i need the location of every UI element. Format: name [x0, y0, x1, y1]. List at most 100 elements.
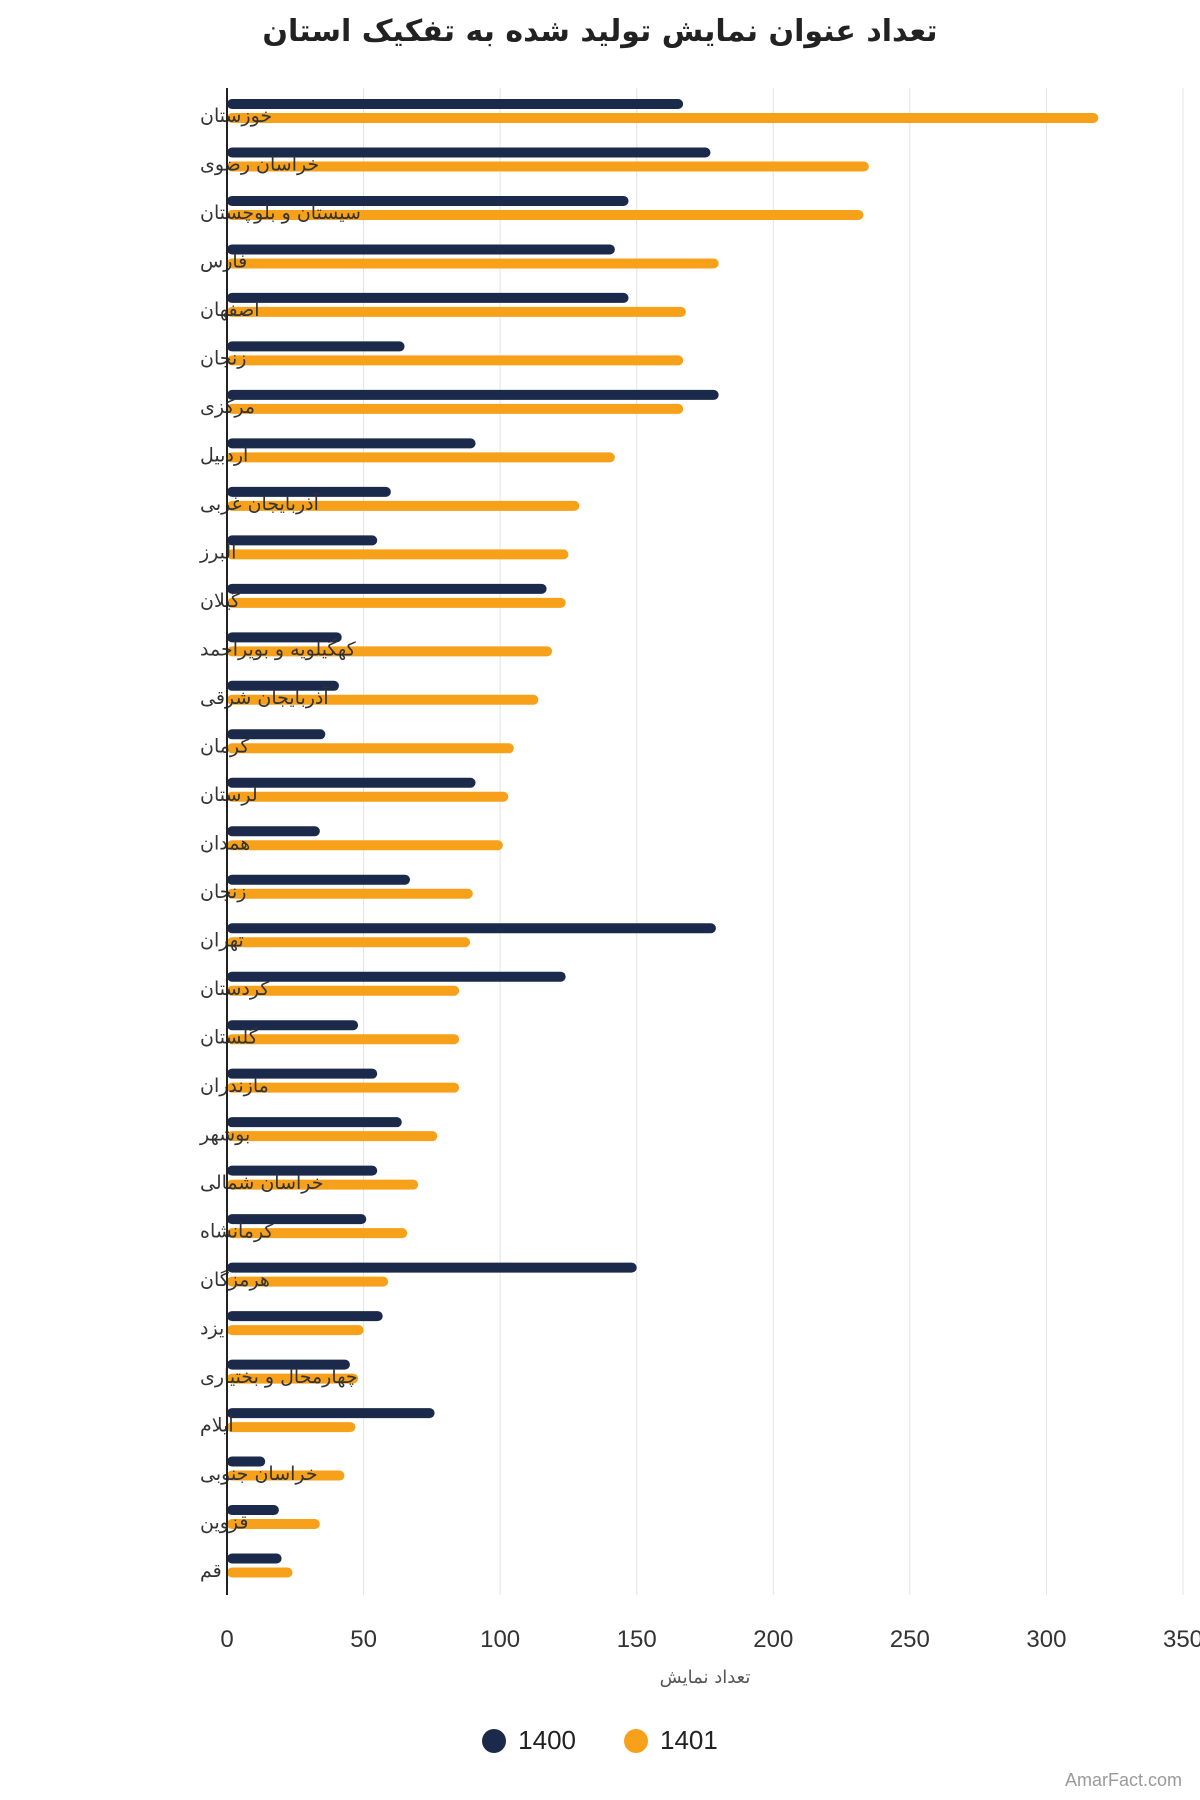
x-tick-label-0: 0: [220, 1626, 233, 1653]
bar-1400-4[interactable]: [227, 292, 629, 303]
bar-1400-24[interactable]: [227, 1262, 637, 1273]
legend-label-1401: 1401: [660, 1725, 718, 1755]
legend-marker-1400: [482, 1728, 507, 1753]
bar-1400-11[interactable]: [227, 632, 342, 643]
category-label-0: خوزستان: [200, 105, 272, 127]
category-label-7: اردبیل: [200, 445, 248, 467]
bar-1400-12[interactable]: [227, 680, 339, 691]
bar-1400-19[interactable]: [227, 1020, 359, 1031]
chart-title: تعداد عنوان نمایش تولید شده به تفکیک است…: [262, 14, 938, 49]
bar-1400-21[interactable]: [227, 1117, 402, 1128]
category-label-22: خراسان شمالی: [200, 1172, 324, 1194]
category-label-24: هرمزگان: [200, 1268, 270, 1291]
bar-1401-5[interactable]: [227, 355, 684, 366]
bar-1401-8[interactable]: [227, 500, 580, 511]
bar-1401-28[interactable]: [227, 1470, 345, 1481]
category-label-23: کرمانشاه: [200, 1220, 274, 1242]
category-label-2: سیستان و بلوچستان: [200, 202, 361, 224]
x-axis-label: تعداد نمایش: [660, 1667, 751, 1688]
legend-item-1400[interactable]: 1400: [482, 1725, 576, 1756]
bar-1401-12[interactable]: [227, 694, 539, 705]
category-label-29: قزوین: [200, 1511, 249, 1533]
bar-1401-18[interactable]: [227, 985, 460, 996]
bar-1400-6[interactable]: [227, 389, 719, 400]
category-label-4: اصفهان: [200, 299, 260, 321]
bar-1400-27[interactable]: [227, 1408, 435, 1419]
bar-1400-3[interactable]: [227, 244, 615, 255]
category-label-1: خراسان رضوی: [200, 154, 319, 176]
bar-1400-14[interactable]: [227, 777, 476, 788]
bar-1401-15[interactable]: [227, 840, 503, 851]
bar-1401-10[interactable]: [227, 597, 566, 608]
bar-1400-17[interactable]: [227, 923, 716, 934]
category-label-18: کردستان: [200, 978, 270, 1000]
x-tick-label-250: 250: [890, 1626, 930, 1653]
category-label-16: زنجان: [200, 881, 246, 903]
legend-marker-1401: [624, 1728, 648, 1753]
bar-1401-9[interactable]: [227, 549, 569, 560]
bar-1401-17[interactable]: [227, 937, 471, 948]
category-label-3: فارس: [200, 251, 247, 273]
bar-1400-2[interactable]: [227, 195, 629, 206]
bar-1401-30[interactable]: [227, 1567, 293, 1578]
category-label-10: گیلان: [200, 589, 241, 612]
bar-1400-1[interactable]: [227, 147, 711, 158]
x-tick-label-50: 50: [350, 1626, 377, 1653]
bar-1401-20[interactable]: [227, 1082, 460, 1093]
category-label-9: البرز: [199, 542, 236, 564]
bar-1401-4[interactable]: [227, 306, 686, 317]
x-tick-label-300: 300: [1026, 1626, 1066, 1653]
category-label-21: بوشهر: [199, 1123, 250, 1145]
bar-1401-26[interactable]: [227, 1373, 359, 1384]
bar-1400-22[interactable]: [227, 1165, 378, 1176]
bar-1400-8[interactable]: [227, 486, 391, 497]
category-label-5: زنجان: [200, 348, 246, 370]
bar-1400-25[interactable]: [227, 1311, 383, 1322]
bar-1400-9[interactable]: [227, 535, 378, 546]
category-label-28: خراسان جنوبی: [200, 1463, 318, 1485]
legend-item-1401[interactable]: 1401: [624, 1725, 718, 1756]
bar-1401-11[interactable]: [227, 646, 553, 657]
category-label-30: قم: [200, 1560, 222, 1582]
bar-1400-26[interactable]: [227, 1359, 350, 1370]
bar-1401-29[interactable]: [227, 1519, 320, 1530]
bar-1400-28[interactable]: [227, 1456, 266, 1467]
bar-1400-16[interactable]: [227, 874, 411, 885]
bar-1400-10[interactable]: [227, 583, 547, 594]
bar-1401-27[interactable]: [227, 1422, 356, 1433]
category-label-26: چهارمحال و بختیاری: [200, 1366, 358, 1388]
bar-1401-16[interactable]: [227, 888, 473, 899]
category-label-13: کرمان: [200, 736, 250, 758]
bar-1401-21[interactable]: [227, 1131, 438, 1142]
legend-label-1400: 1400: [518, 1725, 576, 1755]
category-label-11: کهگیلویه و بویراحمد: [200, 638, 357, 661]
bar-1400-5[interactable]: [227, 341, 405, 352]
bar-1401-24[interactable]: [227, 1276, 389, 1287]
bar-1401-13[interactable]: [227, 743, 514, 754]
bar-1401-3[interactable]: [227, 258, 719, 269]
category-label-12: آذربایجان شرقی: [200, 685, 329, 709]
bar-1401-0[interactable]: [227, 113, 1099, 123]
bar-1400-0[interactable]: [227, 99, 684, 109]
bar-1401-22[interactable]: [227, 1179, 419, 1190]
x-tick-label-100: 100: [480, 1626, 520, 1653]
bar-1401-7[interactable]: [227, 452, 615, 463]
bar-1401-19[interactable]: [227, 1034, 460, 1045]
bar-1400-7[interactable]: [227, 438, 476, 449]
bar-1400-20[interactable]: [227, 1068, 378, 1079]
bar-1400-18[interactable]: [227, 971, 566, 982]
bar-1400-15[interactable]: [227, 826, 320, 837]
category-label-20: مازندران: [200, 1075, 269, 1097]
bar-1401-2[interactable]: [227, 209, 864, 220]
bar-1400-29[interactable]: [227, 1505, 279, 1516]
bar-1401-23[interactable]: [227, 1228, 408, 1239]
bar-1401-6[interactable]: [227, 403, 684, 414]
bar-1400-13[interactable]: [227, 729, 326, 740]
bar-1401-25[interactable]: [227, 1325, 364, 1336]
category-label-14: لرستان: [200, 784, 258, 806]
bar-1400-30[interactable]: [227, 1553, 282, 1564]
bar-1400-23[interactable]: [227, 1214, 367, 1225]
bar-1401-1[interactable]: [227, 161, 869, 172]
bar-1401-14[interactable]: [227, 791, 509, 802]
